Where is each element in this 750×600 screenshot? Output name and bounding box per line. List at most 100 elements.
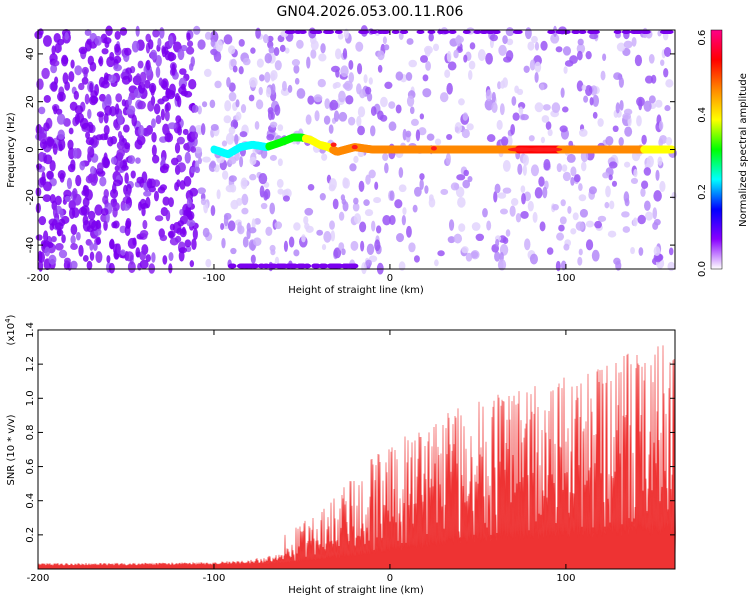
noise-blob — [254, 120, 260, 130]
y-tick-label: -20 — [25, 189, 36, 205]
noise-blob — [242, 57, 251, 66]
noise-blob — [572, 212, 579, 221]
noise-blob — [38, 106, 46, 115]
noise-blob — [652, 221, 659, 230]
noise-blob — [377, 64, 383, 73]
noise-blob — [623, 191, 630, 203]
noise-blob — [120, 164, 129, 171]
y-tick-label: 0.6 — [25, 459, 36, 475]
noise-blob — [71, 207, 80, 219]
noise-blob — [96, 162, 104, 172]
noise-blob — [105, 93, 112, 105]
edge-blob — [341, 263, 350, 269]
noise-blob — [352, 202, 360, 212]
noise-blob — [581, 84, 587, 91]
noise-blob — [268, 46, 275, 54]
noise-blob — [458, 223, 466, 232]
noise-blob — [209, 99, 216, 109]
noise-blob — [127, 261, 136, 273]
y-tick-label: 20 — [25, 95, 36, 108]
edge-blob — [320, 263, 329, 269]
noise-blob — [541, 115, 550, 123]
x-tick-label: 0 — [387, 573, 393, 584]
noise-blob — [152, 179, 161, 187]
noise-blob — [155, 54, 162, 67]
noise-blob — [527, 41, 535, 51]
noise-blob — [361, 262, 367, 275]
noise-blob — [317, 78, 326, 88]
noise-blob — [50, 64, 58, 74]
noise-blob — [579, 208, 589, 218]
noise-blob — [597, 215, 607, 222]
noise-blob — [375, 225, 382, 234]
noise-blob — [384, 162, 389, 174]
noise-blob — [551, 102, 561, 114]
noise-blob — [560, 87, 565, 98]
spectrogram-x-label: Height of straight line (km) — [288, 285, 424, 296]
noise-blob — [240, 104, 247, 114]
noise-blob — [226, 77, 231, 88]
edge-blob — [332, 263, 341, 269]
noise-blob — [485, 52, 493, 65]
noise-blob — [201, 101, 208, 108]
noise-blob — [148, 82, 157, 94]
edge-blob — [228, 263, 237, 269]
noise-blob — [248, 94, 255, 102]
noise-blob — [100, 208, 109, 216]
noise-blob — [573, 174, 581, 183]
noise-blob — [511, 96, 517, 106]
noise-blob — [131, 114, 137, 127]
noise-blob — [158, 77, 163, 86]
noise-blob — [89, 241, 94, 251]
noise-blob — [630, 177, 639, 184]
noise-blob — [119, 27, 128, 36]
noise-blob — [370, 106, 377, 116]
noise-blob — [589, 96, 594, 106]
noise-blob — [338, 90, 346, 103]
noise-blob — [70, 224, 78, 236]
noise-blob — [424, 185, 429, 194]
noise-blob — [650, 74, 657, 84]
noise-blob — [52, 205, 58, 218]
noise-blob — [99, 176, 107, 187]
noise-blob — [256, 58, 264, 68]
edge-blob — [588, 30, 597, 34]
noise-blob — [192, 228, 198, 240]
noise-blob — [153, 103, 161, 115]
noise-blob — [566, 153, 576, 163]
noise-blob — [313, 94, 323, 103]
noise-blob — [139, 198, 147, 210]
noise-blob — [605, 135, 614, 146]
noise-blob — [249, 173, 257, 181]
noise-blob — [174, 142, 181, 154]
noise-blob — [558, 224, 565, 232]
noise-blob — [604, 201, 610, 209]
noise-blob — [497, 259, 507, 271]
noise-blob — [562, 46, 572, 56]
noise-blob — [210, 124, 219, 131]
noise-blob — [170, 157, 179, 166]
noise-blob — [485, 89, 492, 102]
noise-blob — [591, 249, 600, 262]
noise-blob — [197, 187, 206, 195]
noise-blob — [640, 187, 646, 197]
noise-blob — [465, 252, 473, 262]
noise-blob — [238, 38, 245, 47]
noise-blob — [54, 222, 64, 231]
noise-blob — [106, 255, 111, 263]
noise-blob — [183, 176, 192, 187]
noise-blob — [304, 222, 310, 230]
noise-blob — [267, 107, 274, 115]
noise-blob — [94, 204, 103, 216]
noise-blob — [419, 113, 425, 120]
noise-blob — [350, 240, 359, 251]
noise-blob — [260, 148, 268, 159]
noise-blob — [444, 69, 451, 78]
noise-blob — [38, 251, 46, 263]
noise-blob — [240, 177, 248, 190]
noise-blob — [353, 155, 359, 164]
noise-blob — [191, 238, 197, 251]
noise-blob — [182, 128, 189, 136]
noise-blob — [331, 65, 340, 73]
